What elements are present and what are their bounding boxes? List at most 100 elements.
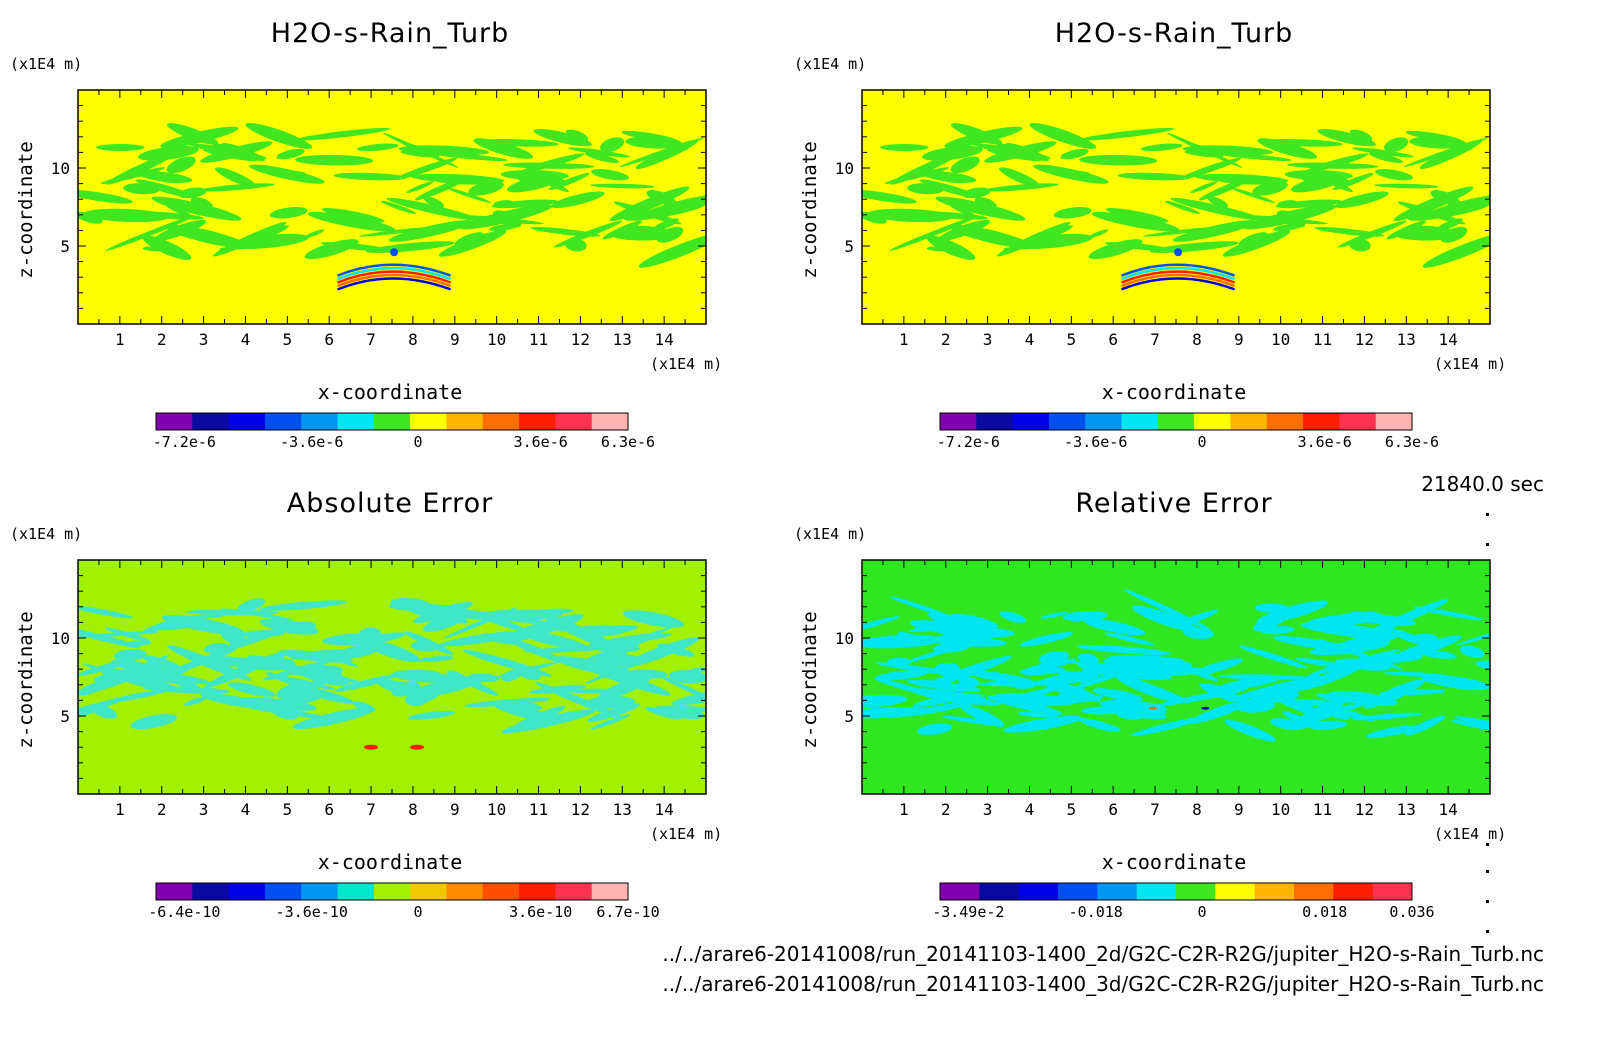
pattern-blob: [600, 137, 625, 153]
pattern-blob: [533, 128, 592, 147]
x-tick-label: 4: [1025, 330, 1035, 349]
colorbar-label: -6.4e-10: [148, 903, 220, 921]
x-tick-label: 6: [1108, 800, 1118, 819]
pattern-blob: [625, 136, 683, 149]
pattern-blob: [950, 156, 980, 174]
x-tick-label: 14: [655, 800, 674, 819]
pattern-blob: [1318, 639, 1404, 671]
colorbar-swatch: [1194, 413, 1231, 430]
panel-bottom-right: Relative Error (x1E4 m) z-coordinate (x1…: [784, 470, 1564, 940]
pattern-blob: [1295, 658, 1352, 669]
colorbar-swatch: [1333, 883, 1374, 900]
pattern-blob: [260, 165, 290, 175]
pattern-blob: [654, 705, 706, 713]
x-tick-label: 3: [199, 800, 209, 819]
colorbar-label: 3.6e-6: [1298, 433, 1352, 451]
colorbar-label: -3.6e-6: [1064, 433, 1127, 451]
pattern-blob: [113, 649, 147, 662]
pattern-layer: [78, 597, 706, 750]
feature-dot: [1174, 248, 1183, 257]
x-tick-label: 5: [283, 330, 293, 349]
colorbar-swatch: [156, 413, 193, 430]
x-tick-label: 11: [529, 800, 548, 819]
pattern-blob: [602, 220, 643, 240]
x-tick-label: 8: [1192, 330, 1202, 349]
colorbar-swatch: [1294, 883, 1334, 900]
chart-title: Absolute Error: [286, 488, 494, 519]
colorbar-swatch: [1303, 413, 1340, 430]
pattern-blob: [1116, 675, 1177, 702]
pattern-blob: [1207, 196, 1228, 208]
pattern-blob: [161, 615, 244, 635]
colorbar-swatch: [1136, 883, 1177, 900]
pattern-blob: [227, 682, 276, 697]
pattern-blob: [386, 197, 478, 221]
x-tick-label: 11: [1313, 800, 1332, 819]
pattern-blob: [598, 638, 649, 659]
pattern-blob: [935, 196, 1026, 221]
colorbar-label: -3.6e-10: [276, 903, 348, 921]
pattern-blob: [356, 143, 399, 152]
x-tick-label: 1: [115, 330, 125, 349]
pattern-blob: [1421, 674, 1490, 691]
pattern-blob: [1083, 618, 1146, 636]
colorbar-swatch: [1058, 883, 1098, 900]
pattern-blob: [512, 706, 565, 730]
pattern-blob: [378, 646, 404, 656]
pattern-blob: [189, 143, 267, 159]
pattern-blob: [293, 685, 354, 704]
pattern-blob: [590, 183, 655, 189]
pattern-blob: [438, 230, 507, 257]
pattern-blob: [96, 143, 145, 152]
pattern-blob: [203, 642, 228, 653]
colorbar-label: 0: [413, 903, 422, 921]
pattern-blob: [551, 191, 605, 208]
pattern-blob: [1403, 137, 1488, 168]
pattern-blob: [398, 673, 464, 683]
pattern-blob: [1078, 718, 1121, 733]
pattern-blob: [622, 610, 684, 628]
colorbar-swatch: [976, 413, 1014, 430]
pattern-blob: [199, 183, 275, 192]
x-tick-label: 11: [529, 330, 548, 349]
pattern-blob: [388, 220, 474, 242]
pattern-blob: [1130, 716, 1206, 737]
pattern-blob: [948, 224, 1033, 249]
pattern-blob: [568, 147, 630, 158]
feature-arc: [1121, 270, 1236, 284]
pattern-blob: [283, 663, 364, 684]
pattern-blob: [422, 610, 472, 632]
pattern-blob: [1140, 143, 1183, 152]
pattern-blob: [1079, 154, 1158, 166]
x-tick-label: 2: [157, 800, 167, 819]
pattern-blob: [78, 627, 142, 649]
colorbar-swatch: [591, 413, 629, 430]
margin-dot: [1486, 843, 1489, 846]
feature-arc: [337, 277, 452, 291]
pattern-blob: [1413, 633, 1438, 642]
pattern-blob: [1031, 717, 1084, 725]
pattern-blob: [302, 229, 325, 239]
pattern-blob: [1252, 613, 1287, 632]
y-tick-label: 5: [60, 237, 70, 256]
pattern-blob: [1002, 243, 1061, 250]
pattern-blob: [215, 167, 256, 188]
pattern-blob: [78, 189, 133, 204]
colorbar-swatch: [979, 883, 1020, 900]
pattern-blob: [1363, 679, 1426, 709]
pattern-blob: [542, 614, 627, 655]
pattern-blob: [491, 199, 558, 209]
pattern-blob: [501, 709, 596, 734]
pattern-blob: [1175, 609, 1219, 627]
x-tick-label: 2: [941, 330, 951, 349]
pattern-blob: [446, 187, 492, 203]
colorbar-swatch: [1372, 883, 1413, 900]
pattern-blob: [365, 241, 455, 253]
pattern-blob: [913, 211, 988, 220]
pattern-blob: [82, 663, 158, 691]
pattern-blob: [990, 693, 1079, 706]
pattern-blob: [295, 154, 374, 166]
pattern-blob: [1418, 649, 1458, 659]
pattern-blob: [78, 605, 133, 619]
x-tick-label: 14: [1439, 800, 1458, 819]
